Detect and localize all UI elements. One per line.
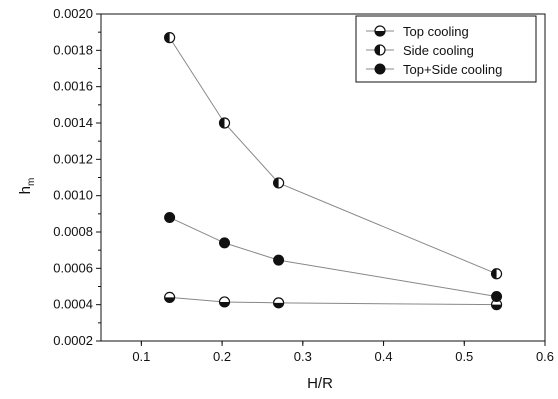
legend-box — [355, 15, 537, 83]
legend-label: Top cooling — [403, 24, 469, 39]
y-tick-label: 0.0006 — [53, 260, 93, 275]
data-point-marker — [273, 297, 285, 309]
y-tick-label: 0.0016 — [53, 79, 93, 94]
x-tick-label: 0.1 — [132, 349, 150, 364]
legend-marker — [374, 25, 386, 37]
x-tick-label: 0.4 — [375, 349, 393, 364]
data-point-marker — [164, 211, 176, 223]
data-point-marker — [218, 296, 231, 308]
y-tick-label: 0.0012 — [53, 151, 93, 166]
y-tick-label: 0.0018 — [53, 42, 93, 57]
data-point-marker — [218, 117, 231, 129]
x-axis-title: H/R — [307, 375, 333, 392]
data-point-marker — [491, 290, 503, 302]
legend: Top cooling Side cooling Top+Side cooling — [355, 15, 537, 83]
legend-marker — [374, 63, 386, 75]
legend-marker — [374, 44, 386, 56]
x-tick-label: 0.2 — [213, 349, 231, 364]
data-point-marker — [490, 299, 503, 311]
data-point-marker — [164, 32, 176, 44]
legend-item: Side cooling — [366, 43, 474, 58]
series-line — [169, 296, 497, 306]
y-tick-label: 0.0010 — [53, 188, 93, 203]
y-axis-title-main: h — [17, 186, 34, 194]
series-lines — [169, 37, 497, 306]
plot-area — [100, 13, 546, 342]
series-line — [169, 217, 497, 297]
ticks-layer: 0.0002 0.0004 0.0006 0.0008 0.0010 0.0012 0.00… — [53, 6, 554, 364]
series-line — [169, 37, 497, 275]
y-tick-label: 0.0002 — [53, 333, 93, 348]
legend-label: Top+Side cooling — [403, 62, 502, 77]
data-point-marker — [273, 254, 285, 266]
y-tick-label: 0.0008 — [53, 224, 93, 239]
data-point-marker — [164, 291, 176, 303]
series-markers — [164, 32, 503, 311]
data-point-marker — [219, 237, 231, 249]
data-point-marker — [273, 177, 285, 189]
y-tick-label: 0.0020 — [53, 6, 93, 21]
legend-label: Side cooling — [403, 43, 474, 58]
legend-item: Top+Side cooling — [366, 62, 502, 77]
y-axis-title-subscript: m — [26, 178, 37, 186]
y-axis-title: hm — [17, 178, 37, 195]
y-tick-label: 0.0004 — [53, 297, 93, 312]
data-point-marker — [490, 268, 503, 280]
y-tick-label: 0.0014 — [53, 115, 93, 130]
legend-item: Top cooling — [366, 24, 469, 39]
x-tick-label: 0.5 — [455, 349, 473, 364]
x-tick-label: 0.6 — [536, 349, 554, 364]
x-tick-label: 0.3 — [294, 349, 312, 364]
